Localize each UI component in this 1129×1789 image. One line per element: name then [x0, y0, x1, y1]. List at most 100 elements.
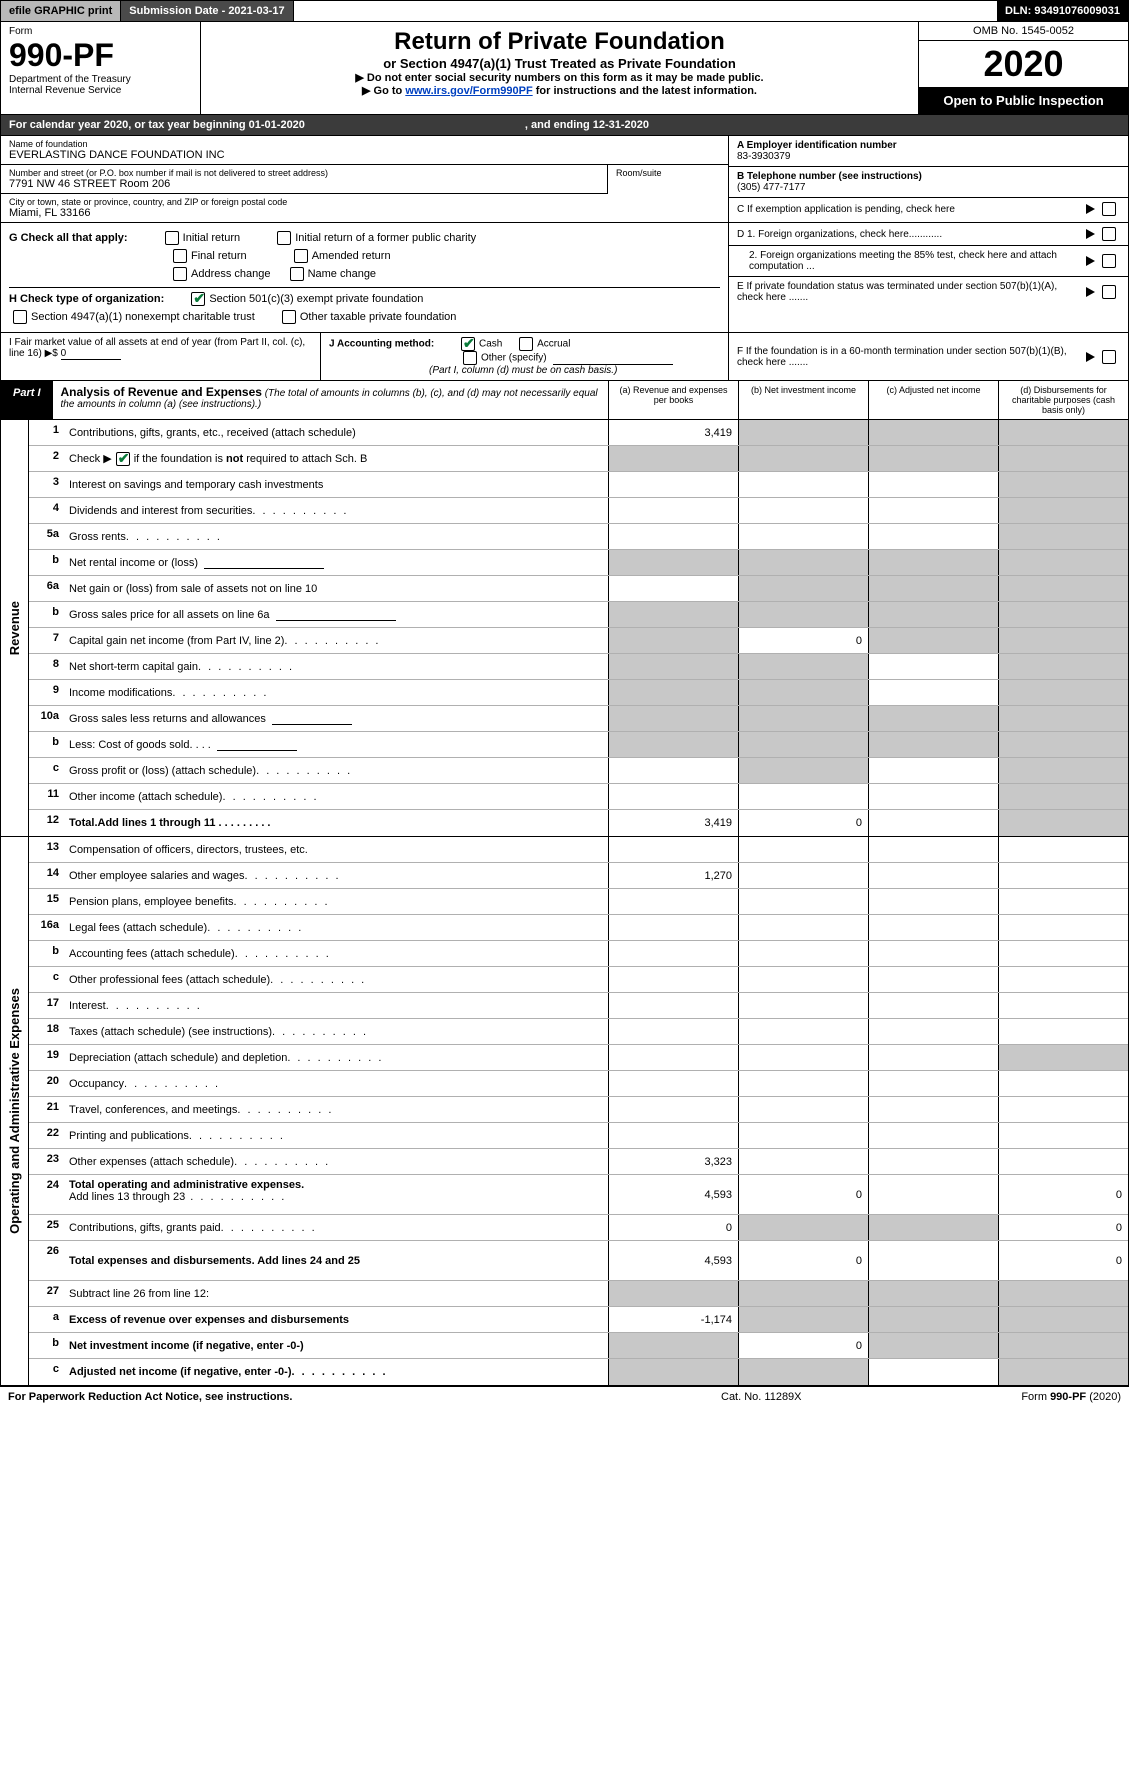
foundation-name-row: Name of foundation EVERLASTING DANCE FOU…	[1, 136, 728, 165]
d1-checkbox[interactable]	[1102, 227, 1116, 241]
f-checkbox[interactable]	[1102, 350, 1116, 364]
g-name-change: Name change	[308, 268, 377, 280]
g-initial-former-checkbox[interactable]	[277, 231, 291, 245]
e-checkbox[interactable]	[1102, 285, 1116, 299]
caly-begin: For calendar year 2020, or tax year begi…	[9, 119, 305, 131]
ein-row: A Employer identification number 83-3930…	[729, 136, 1128, 167]
cell-a	[608, 446, 738, 471]
info-right: A Employer identification number 83-3930…	[728, 136, 1128, 222]
d2-label: 2. Foreign organizations meeting the 85%…	[749, 250, 1083, 272]
j-cash: Cash	[479, 339, 502, 350]
sch-b-checkbox[interactable]	[116, 452, 130, 466]
row-desc: Total. Add lines 1 through 11 . . . . . …	[63, 810, 608, 836]
j-cash-checkbox[interactable]	[461, 337, 475, 351]
cell-c	[868, 446, 998, 471]
h-row1: H Check type of organization: Section 50…	[9, 287, 720, 308]
g-final-return-checkbox[interactable]	[173, 249, 187, 263]
form-title: Return of Private Foundation	[221, 28, 898, 56]
dln: DLN: 93491076009031	[997, 1, 1128, 21]
cell-b	[738, 446, 868, 471]
g-initial-return-checkbox[interactable]	[165, 231, 179, 245]
tax-year: 2020	[919, 41, 1128, 87]
table-row: 3Interest on savings and temporary cash …	[29, 472, 1128, 498]
h-501c3-checkbox[interactable]	[191, 292, 205, 306]
cell-a: 3,419	[608, 420, 738, 445]
revenue-sidelabel: Revenue	[1, 420, 29, 836]
table-row: 8Net short-term capital gain	[29, 654, 1128, 680]
dept-treasury: Department of the Treasury	[9, 74, 192, 85]
j-label: J Accounting method:	[329, 339, 434, 350]
g-block: G Check all that apply: Initial return I…	[0, 223, 1129, 333]
c-label: C If exemption application is pending, c…	[737, 204, 1083, 215]
cell-b: 0	[738, 810, 868, 836]
e-label: E If private foundation status was termi…	[737, 281, 1083, 303]
table-row: cOther professional fees (attach schedul…	[29, 967, 1128, 993]
g-amended: Amended return	[312, 250, 391, 262]
addr-label: Number and street (or P.O. box number if…	[9, 168, 599, 178]
row-desc: Check ▶ if the foundation is not require…	[63, 446, 608, 471]
row-desc: Other employee salaries and wages	[63, 863, 608, 888]
c-checkbox[interactable]	[1102, 202, 1116, 216]
table-row: 21Travel, conferences, and meetings	[29, 1097, 1128, 1123]
h-other-checkbox[interactable]	[282, 310, 296, 324]
g-amended-checkbox[interactable]	[294, 249, 308, 263]
room-label: Room/suite	[616, 168, 720, 178]
row-desc: Income modifications	[63, 680, 608, 705]
row-desc: Dividends and interest from securities	[63, 498, 608, 523]
table-row: cAdjusted net income (if negative, enter…	[29, 1359, 1128, 1385]
info-left: Name of foundation EVERLASTING DANCE FOU…	[1, 136, 728, 222]
caly-end: , and ending 12-31-2020	[525, 119, 649, 131]
sub3-post: for instructions and the latest informat…	[533, 85, 757, 97]
ssn-warning: ▶ Do not enter social security numbers o…	[221, 71, 898, 84]
row-desc: Accounting fees (attach schedule)	[63, 941, 608, 966]
part-title: Analysis of Revenue and Expenses	[61, 385, 262, 399]
row-desc: Net gain or (loss) from sale of assets n…	[63, 576, 608, 601]
cell-b: 0	[738, 1175, 868, 1214]
j-other-checkbox[interactable]	[463, 351, 477, 365]
g-name-change-checkbox[interactable]	[290, 267, 304, 281]
instructions-link[interactable]: www.irs.gov/Form990PF	[405, 85, 532, 97]
j-note: (Part I, column (d) must be on cash basi…	[329, 365, 720, 376]
table-row: bNet rental income or (loss)	[29, 550, 1128, 576]
city-row: City or town, state or province, country…	[1, 194, 728, 222]
row-desc: Contributions, gifts, grants paid	[63, 1215, 608, 1240]
h-other: Other taxable private foundation	[300, 311, 457, 323]
row-desc: Net investment income (if negative, ente…	[63, 1333, 608, 1358]
g-address-change-checkbox[interactable]	[173, 267, 187, 281]
j-accrual-checkbox[interactable]	[519, 337, 533, 351]
phone-value: (305) 477-7177	[737, 182, 922, 193]
header-left: Form 990-PF Department of the Treasury I…	[1, 22, 201, 114]
table-row: 26Total expenses and disbursements. Add …	[29, 1241, 1128, 1281]
cell-b: 0	[738, 628, 868, 653]
j-other: Other (specify)	[481, 353, 547, 364]
row-desc: Printing and publications	[63, 1123, 608, 1148]
col-b-header: (b) Net investment income	[738, 381, 868, 419]
footer-right: Form 990-PF (2020)	[921, 1391, 1121, 1403]
g-address-change: Address change	[191, 268, 271, 280]
table-row: 25Contributions, gifts, grants paid00	[29, 1215, 1128, 1241]
i-value: 0	[61, 348, 121, 360]
row-desc: Total operating and administrative expen…	[63, 1175, 608, 1214]
part-tag: Part I	[1, 381, 53, 419]
d1-row: D 1. Foreign organizations, check here..…	[729, 223, 1128, 246]
g-label: G Check all that apply:	[9, 232, 128, 244]
table-row: bLess: Cost of goods sold . . . .	[29, 732, 1128, 758]
row-desc: Pension plans, employee benefits	[63, 889, 608, 914]
row-desc: Legal fees (attach schedule)	[63, 915, 608, 940]
d2-row: 2. Foreign organizations meeting the 85%…	[729, 246, 1128, 277]
part-i-header: Part I Analysis of Revenue and Expenses …	[0, 381, 1129, 420]
row-desc: Adjusted net income (if negative, enter …	[63, 1359, 608, 1385]
topbar: efile GRAPHIC print Submission Date - 20…	[0, 0, 1129, 22]
table-row: 16aLegal fees (attach schedule)	[29, 915, 1128, 941]
irs-label: Internal Revenue Service	[9, 85, 192, 96]
d2-checkbox[interactable]	[1102, 254, 1116, 268]
h-4947-checkbox[interactable]	[13, 310, 27, 324]
f-label: F If the foundation is in a 60-month ter…	[737, 346, 1083, 368]
cell-b: 0	[738, 1241, 868, 1280]
info-block: Name of foundation EVERLASTING DANCE FOU…	[0, 136, 1129, 223]
row-desc: Other expenses (attach schedule)	[63, 1149, 608, 1174]
arrow-icon	[1086, 204, 1095, 214]
table-row: 17Interest	[29, 993, 1128, 1019]
table-row: 10aGross sales less returns and allowanc…	[29, 706, 1128, 732]
cell-a: -1,174	[608, 1307, 738, 1332]
